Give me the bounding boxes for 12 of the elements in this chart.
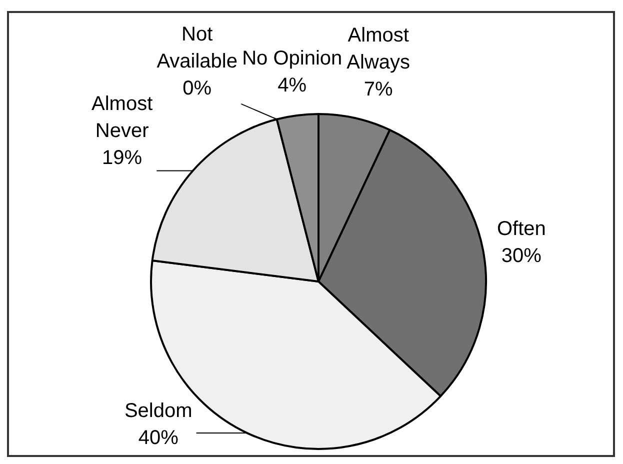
slice-label: Almost Always <box>346 24 410 74</box>
data-label: 40% <box>138 427 179 450</box>
slice-label: Almost Never <box>92 92 154 142</box>
data-label: 19% <box>102 146 142 169</box>
category-label: Not Available <box>156 23 238 72</box>
slice-label: No Opinion <box>242 48 342 70</box>
data-label: 7% <box>364 78 394 100</box>
slice-label: Often <box>496 218 546 240</box>
slice-label: Seldom <box>124 400 192 422</box>
data-label: 4% <box>278 74 307 97</box>
data-label: 30% <box>501 244 542 267</box>
text: 0% <box>182 77 212 100</box>
